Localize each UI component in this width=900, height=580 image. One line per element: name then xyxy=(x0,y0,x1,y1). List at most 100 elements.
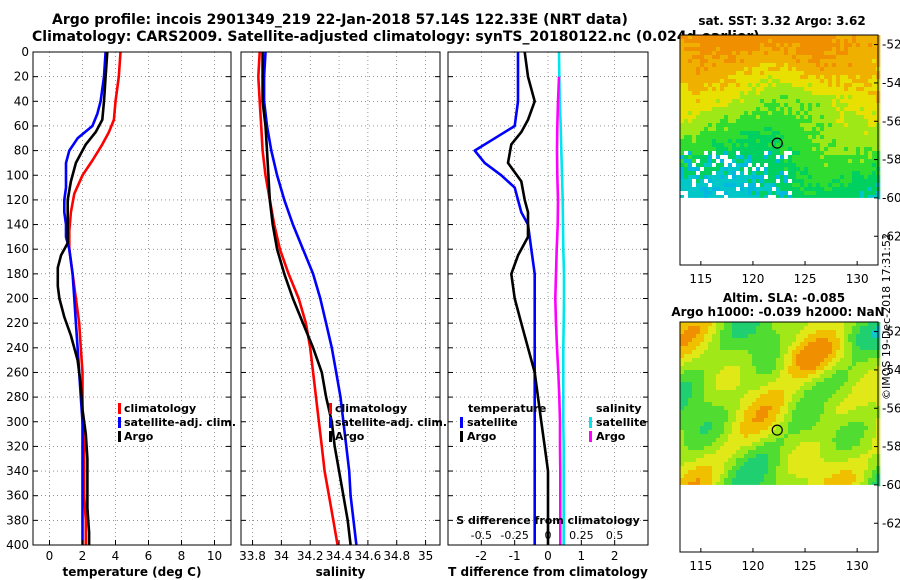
sla_map-cell xyxy=(744,442,749,447)
sst_map-cell xyxy=(816,195,821,200)
sla_map-cell xyxy=(788,434,793,439)
sst_map-cell xyxy=(796,87,801,92)
sst_map-cell xyxy=(820,175,825,180)
sst_map-cell xyxy=(776,179,781,184)
sst_map-cell xyxy=(808,119,813,124)
sla_map-cell xyxy=(864,326,869,331)
sla_map-cell xyxy=(848,410,853,415)
sst_map-cell xyxy=(800,183,805,188)
sst_map-cell xyxy=(820,87,825,92)
sst_map-cell xyxy=(724,59,729,64)
sla_map-cell xyxy=(756,466,761,471)
diff-top-axis-tick-label: -0.25 xyxy=(500,529,528,542)
sst_map-cell xyxy=(820,167,825,172)
sla_map-cell xyxy=(704,434,709,439)
sst_map-cell xyxy=(700,107,705,112)
sst_map-cell xyxy=(688,75,693,80)
sst_map-cell xyxy=(824,87,829,92)
sla_map-cell xyxy=(776,418,781,423)
sla_map-cell xyxy=(740,322,745,327)
sst_map-cell xyxy=(828,71,833,76)
sla_map-cell xyxy=(824,454,829,459)
sst_map-cell xyxy=(856,191,861,196)
sst_map-cell xyxy=(736,151,741,156)
sla_map-cell xyxy=(760,358,765,363)
sla_map-cell xyxy=(872,458,877,463)
sla_map-cell xyxy=(788,466,793,471)
sst_map-cell xyxy=(728,135,733,140)
sla_map-cell xyxy=(684,410,689,415)
sla_map-cell xyxy=(712,454,717,459)
sla_map-cell xyxy=(832,482,837,487)
sst_map-cell xyxy=(756,127,761,132)
sst_map-cell xyxy=(808,187,813,192)
sst_map-cell xyxy=(836,35,841,40)
sst_map-cell xyxy=(716,135,721,140)
sst_map-cell xyxy=(776,115,781,120)
sst_map-cell xyxy=(748,191,753,196)
sla_map-cell xyxy=(700,334,705,339)
sla_map-cell xyxy=(760,382,765,387)
sla_map-cell xyxy=(708,358,713,363)
sst_map-cell xyxy=(808,67,813,72)
sla_map-cell xyxy=(856,354,861,359)
sst_map-cell xyxy=(744,67,749,72)
sst_map-cell xyxy=(860,63,865,68)
sst_map-cell xyxy=(700,83,705,88)
temperature-xtick-label: 6 xyxy=(145,549,153,563)
sst_map-cell xyxy=(732,191,737,196)
sst_map-cell xyxy=(760,43,765,48)
sst_map-cell xyxy=(872,99,877,104)
sst_map-cell xyxy=(716,59,721,64)
sst_map-cell xyxy=(780,91,785,96)
sla_map-cell xyxy=(780,466,785,471)
sst_map-cell xyxy=(684,131,689,136)
sst_map-cell xyxy=(824,139,829,144)
sla_map-cell xyxy=(708,410,713,415)
sst_map-cell xyxy=(728,175,733,180)
sla_map-cell xyxy=(684,442,689,447)
sst_map-cell xyxy=(772,195,777,200)
sla_map-cell xyxy=(728,478,733,483)
sst_map-cell xyxy=(868,87,873,92)
sla_map-cell xyxy=(812,482,817,487)
sla_map-cell xyxy=(740,350,745,355)
sla_map-cell xyxy=(724,454,729,459)
sla_map-cell xyxy=(772,386,777,391)
sla_map-cell xyxy=(720,354,725,359)
sst_map-cell xyxy=(792,35,797,40)
sla_map-cell xyxy=(716,402,721,407)
sla_map-cell xyxy=(848,478,853,483)
sla_map-cell xyxy=(764,398,769,403)
sla_map-cell xyxy=(840,386,845,391)
sst_map-cell xyxy=(800,187,805,192)
sst_map-cell xyxy=(700,95,705,100)
diff-legend-salinity-swatch xyxy=(589,431,592,442)
sla_map-cell xyxy=(740,414,745,419)
sst_map-cell xyxy=(684,159,689,164)
sla_map-cell xyxy=(840,414,845,419)
sst_map-cell xyxy=(844,75,849,80)
sla_map-cell xyxy=(736,354,741,359)
sst_map-cell xyxy=(712,167,717,172)
sla_map-cell xyxy=(692,418,697,423)
sla_map-cell xyxy=(796,322,801,327)
sla_map-cell xyxy=(824,354,829,359)
sst_map-cell xyxy=(808,151,813,156)
sla_map-cell xyxy=(740,338,745,343)
sst_map-cell xyxy=(864,91,869,96)
sst_map-cell xyxy=(736,187,741,192)
sst_map-cell xyxy=(840,91,845,96)
sla_map-cell xyxy=(784,374,789,379)
sla_map-cell xyxy=(768,378,773,383)
sla_map-cell xyxy=(760,322,765,327)
sst_map-cell xyxy=(724,191,729,196)
sla_map-cell xyxy=(720,394,725,399)
sla_map-cell xyxy=(800,394,805,399)
sla_map-cell xyxy=(752,454,757,459)
sst_map-cell xyxy=(752,75,757,80)
sst_map-cell xyxy=(836,135,841,140)
sla_map-cell xyxy=(756,450,761,455)
sst_map-cell xyxy=(700,63,705,68)
sla_map-cell xyxy=(860,370,865,375)
